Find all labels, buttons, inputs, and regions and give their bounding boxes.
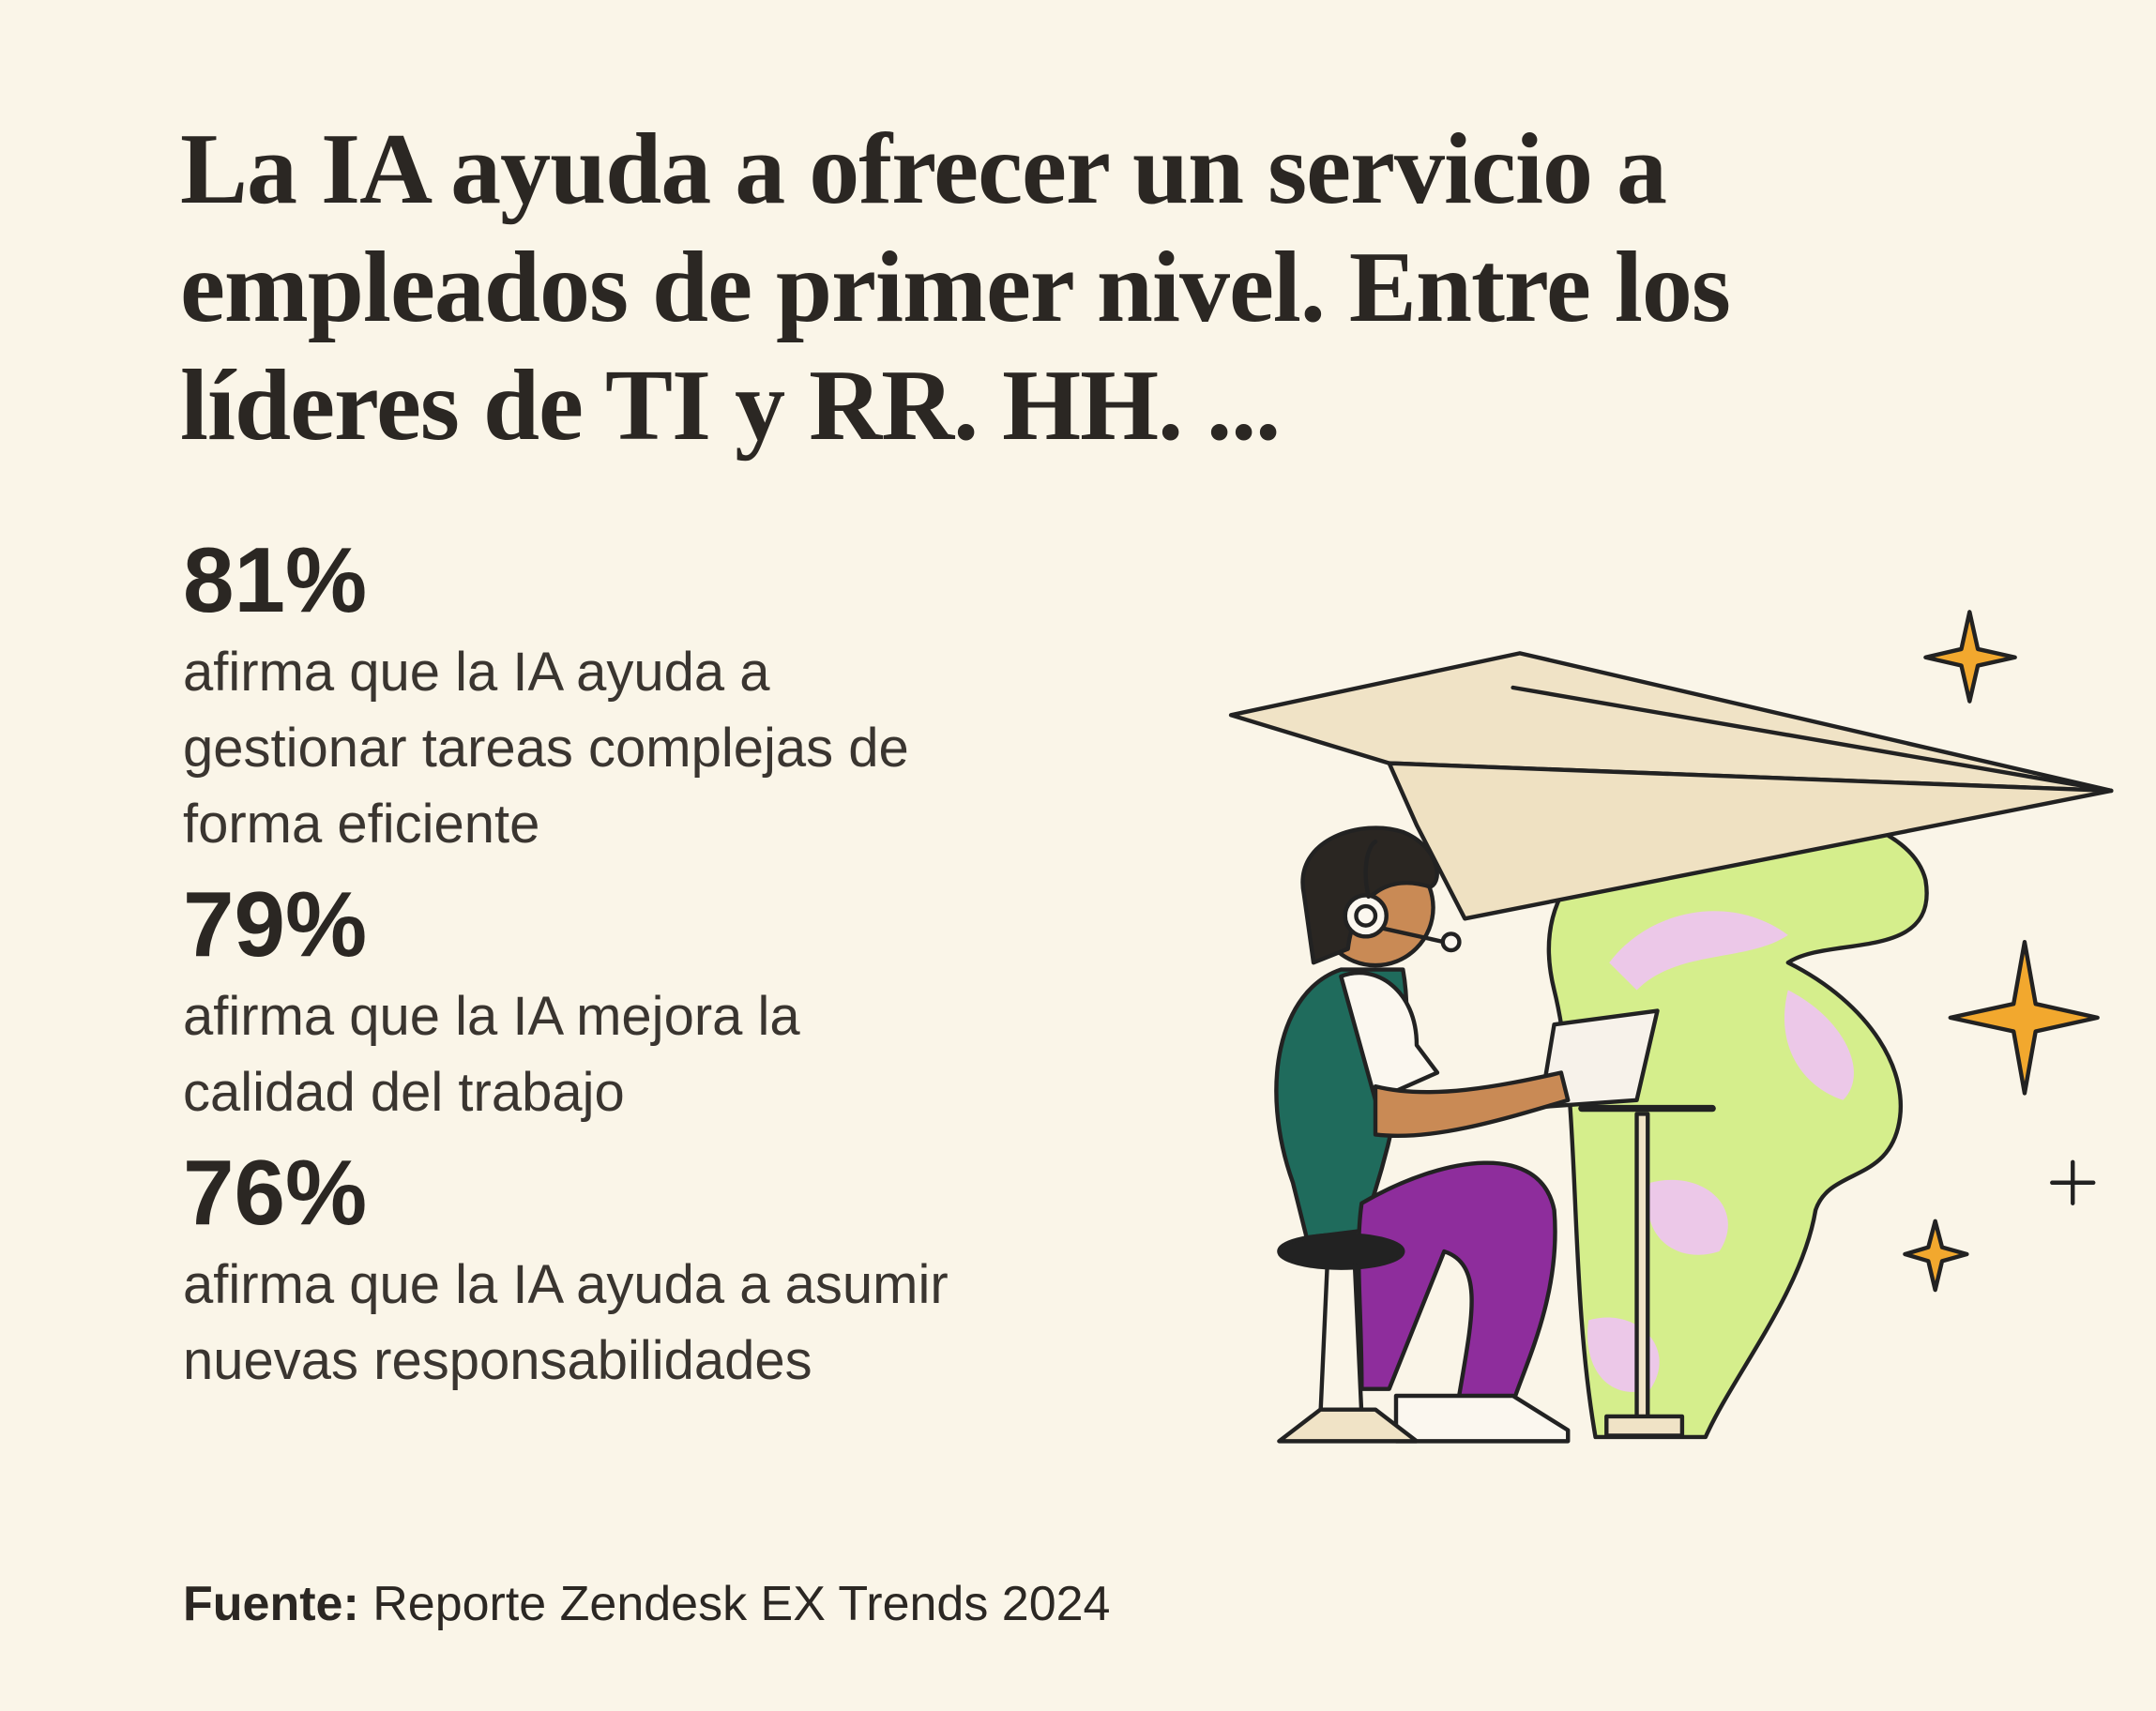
stat-value: 79% xyxy=(183,872,368,976)
title-line: líderes de TI y RR. HH. ... xyxy=(180,350,1281,462)
stat-description-line: nuevas responsabilidades xyxy=(183,1330,812,1391)
source-text: Reporte Zendesk EX Trends 2024 xyxy=(372,1577,1111,1631)
stat-description: afirma que la IA ayuda a gestionar tareas… xyxy=(183,634,1215,862)
stat-description: afirma que la IA mejora la calidad del tr… xyxy=(183,978,1215,1130)
stats: 81% afirma que la IA ayuda a gestionar tar… xyxy=(183,525,1215,1406)
stat-value: 81% xyxy=(183,528,368,631)
stat-description-line: afirma que la IA mejora la xyxy=(183,986,800,1047)
title-line: La IA ayuda a ofrecer un servicio a xyxy=(180,114,1667,225)
stat-description: afirma que la IA ayuda a asumir nuevas re… xyxy=(183,1247,1215,1399)
source: Fuente: Reporte Zendesk EX Trends 2024 xyxy=(183,1576,1110,1632)
stat-description-line: afirma que la IA ayuda a asumir xyxy=(183,1254,949,1315)
title-line: empleados de primer nivel. Entre los xyxy=(180,232,1731,343)
stat-value: 76% xyxy=(183,1141,368,1244)
stat-description-line: calidad del trabajo xyxy=(183,1062,625,1123)
stat-description-line: gestionar tareas complejas de xyxy=(183,718,909,779)
title: La IA ayuda a ofrecer un servicio a emple… xyxy=(180,111,1731,465)
stat-description-line: forma eficiente xyxy=(183,794,540,855)
source-label: Fuente: xyxy=(183,1577,359,1631)
stat-description-line: afirma que la IA ayuda a xyxy=(183,642,770,703)
